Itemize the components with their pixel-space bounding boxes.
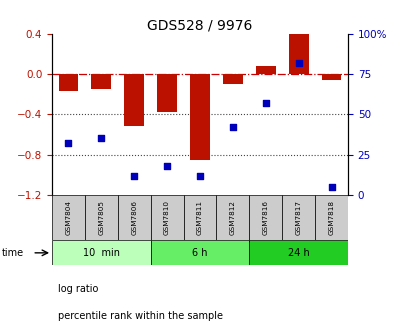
Bar xyxy=(184,195,216,240)
Bar xyxy=(52,240,151,265)
Point xyxy=(230,124,236,130)
Bar xyxy=(157,74,177,112)
Text: GSM7811: GSM7811 xyxy=(197,200,203,235)
Bar xyxy=(190,74,210,160)
Bar xyxy=(322,74,342,80)
Text: 10  min: 10 min xyxy=(83,248,120,258)
Text: GSM7806: GSM7806 xyxy=(131,200,137,235)
Bar xyxy=(249,195,282,240)
Bar xyxy=(223,74,243,84)
Bar xyxy=(216,195,249,240)
Text: GSM7817: GSM7817 xyxy=(296,200,302,235)
Point xyxy=(328,184,335,190)
Text: GSM7810: GSM7810 xyxy=(164,200,170,235)
Bar xyxy=(151,195,184,240)
Text: GSM7812: GSM7812 xyxy=(230,200,236,235)
Text: 24 h: 24 h xyxy=(288,248,310,258)
Bar xyxy=(249,240,348,265)
Bar xyxy=(282,195,315,240)
Bar xyxy=(52,195,85,240)
Bar xyxy=(315,195,348,240)
Bar xyxy=(118,195,151,240)
Text: time: time xyxy=(2,248,24,258)
Bar xyxy=(58,74,78,91)
Bar xyxy=(124,74,144,126)
Text: log ratio: log ratio xyxy=(58,284,98,294)
Text: percentile rank within the sample: percentile rank within the sample xyxy=(58,311,223,321)
Point xyxy=(164,163,170,169)
Bar xyxy=(85,195,118,240)
Bar xyxy=(151,240,249,265)
Point xyxy=(296,60,302,65)
Text: 6 h: 6 h xyxy=(192,248,208,258)
Point xyxy=(98,136,104,141)
Text: GSM7805: GSM7805 xyxy=(98,200,104,235)
Text: GSM7816: GSM7816 xyxy=(263,200,269,235)
Bar xyxy=(92,74,111,89)
Text: GSM7804: GSM7804 xyxy=(66,200,72,235)
Point xyxy=(65,140,72,146)
Point xyxy=(131,173,138,178)
Point xyxy=(197,173,203,178)
Bar xyxy=(289,34,308,74)
Title: GDS528 / 9976: GDS528 / 9976 xyxy=(147,18,253,33)
Point xyxy=(262,100,269,106)
Bar xyxy=(256,66,276,74)
Text: GSM7818: GSM7818 xyxy=(328,200,334,235)
